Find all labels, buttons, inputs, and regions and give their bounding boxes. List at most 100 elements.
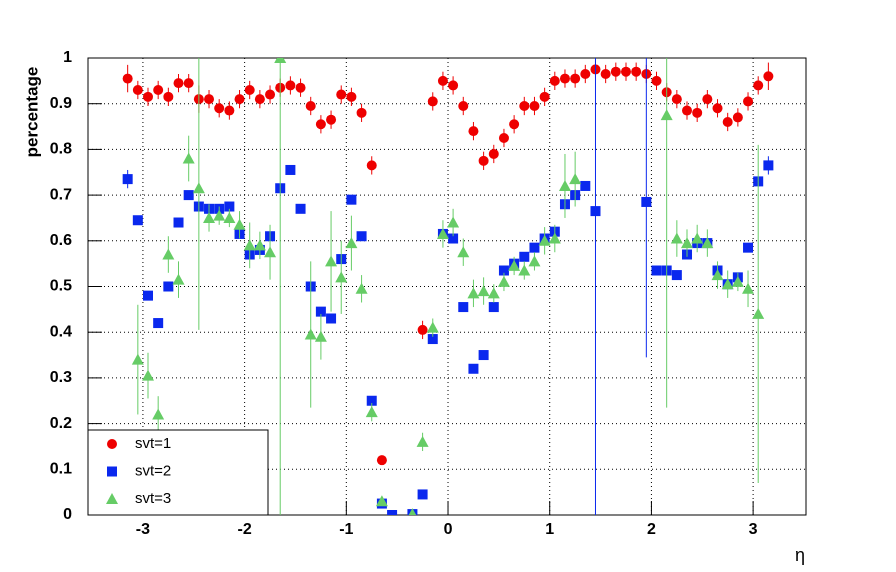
x-tick-label: -2 xyxy=(238,521,252,538)
point xyxy=(671,94,682,105)
point xyxy=(172,273,185,285)
point xyxy=(478,350,489,361)
x-tick-label: 2 xyxy=(647,521,656,538)
point xyxy=(458,302,469,313)
point xyxy=(448,233,459,244)
point xyxy=(173,217,184,228)
point xyxy=(702,94,713,105)
point xyxy=(732,112,743,123)
point xyxy=(417,324,428,335)
point xyxy=(519,251,530,262)
point xyxy=(214,103,225,114)
point xyxy=(417,489,428,500)
point xyxy=(304,328,317,340)
point xyxy=(549,75,560,86)
point xyxy=(153,84,164,95)
point xyxy=(701,237,714,249)
y-axis-label: percentage xyxy=(22,67,41,158)
point xyxy=(366,160,377,171)
point xyxy=(244,84,255,95)
point xyxy=(162,248,175,260)
point xyxy=(346,91,357,102)
legend-label: svt=3 xyxy=(135,490,171,507)
point xyxy=(132,215,143,226)
point xyxy=(487,287,500,299)
point xyxy=(721,278,734,290)
point xyxy=(427,334,438,345)
point xyxy=(528,255,541,267)
point xyxy=(142,369,155,381)
point xyxy=(436,227,449,239)
y-tick-label: 0.5 xyxy=(50,278,72,295)
point xyxy=(722,116,733,127)
x-tick-label: 1 xyxy=(545,521,554,538)
y-tick-label: 0.2 xyxy=(50,415,72,432)
x-tick-label: 0 xyxy=(444,521,453,538)
legend-label: svt=2 xyxy=(135,462,171,479)
point xyxy=(580,180,591,191)
x-tick-label: 3 xyxy=(749,521,758,538)
point xyxy=(376,455,387,466)
y-tick-label: 0.6 xyxy=(50,232,72,249)
point xyxy=(152,408,165,420)
point xyxy=(692,107,703,118)
point xyxy=(752,307,765,319)
point xyxy=(325,255,338,267)
point xyxy=(509,119,520,130)
y-tick-label: 0 xyxy=(63,506,72,523)
point xyxy=(223,211,236,223)
point xyxy=(122,73,133,84)
point xyxy=(610,66,621,77)
legend-marker xyxy=(107,466,117,477)
point xyxy=(213,209,226,221)
x-axis-label: η xyxy=(795,545,805,565)
y-tick-label: 0.4 xyxy=(50,323,72,340)
point xyxy=(335,271,348,283)
point xyxy=(192,182,205,194)
point xyxy=(183,78,194,89)
point xyxy=(478,155,489,166)
point xyxy=(365,406,378,418)
point xyxy=(285,164,296,175)
point xyxy=(548,232,561,244)
point xyxy=(570,73,581,84)
x-tick-label: -3 xyxy=(136,521,150,538)
point xyxy=(132,84,143,95)
point xyxy=(468,126,479,137)
point xyxy=(447,216,460,228)
point xyxy=(641,196,652,207)
point xyxy=(670,232,683,244)
point xyxy=(264,246,277,258)
point xyxy=(375,495,388,507)
point xyxy=(743,242,754,253)
point xyxy=(498,265,509,276)
point xyxy=(660,109,673,121)
point xyxy=(600,68,611,79)
y-tick-label: 0.9 xyxy=(50,95,72,112)
point xyxy=(569,173,582,185)
point xyxy=(488,302,499,313)
point xyxy=(468,363,479,374)
point xyxy=(712,103,723,114)
point xyxy=(763,71,774,82)
point xyxy=(305,100,316,111)
point xyxy=(315,119,326,130)
legend: svt=1 svt=2 svt=3 xyxy=(87,429,269,516)
x-tick-label: -1 xyxy=(339,521,353,538)
plot-area xyxy=(122,58,774,515)
point xyxy=(243,239,256,251)
legend-label: svt=1 xyxy=(135,435,171,452)
legend-marker xyxy=(107,439,117,449)
point xyxy=(315,306,326,317)
point xyxy=(743,96,754,107)
point xyxy=(224,201,235,212)
point xyxy=(233,218,246,230)
point xyxy=(234,94,245,105)
point xyxy=(498,132,509,143)
point xyxy=(336,89,347,100)
point xyxy=(682,105,693,116)
point xyxy=(681,237,694,249)
point xyxy=(753,80,764,91)
legend-box xyxy=(87,429,269,516)
point xyxy=(558,179,571,191)
